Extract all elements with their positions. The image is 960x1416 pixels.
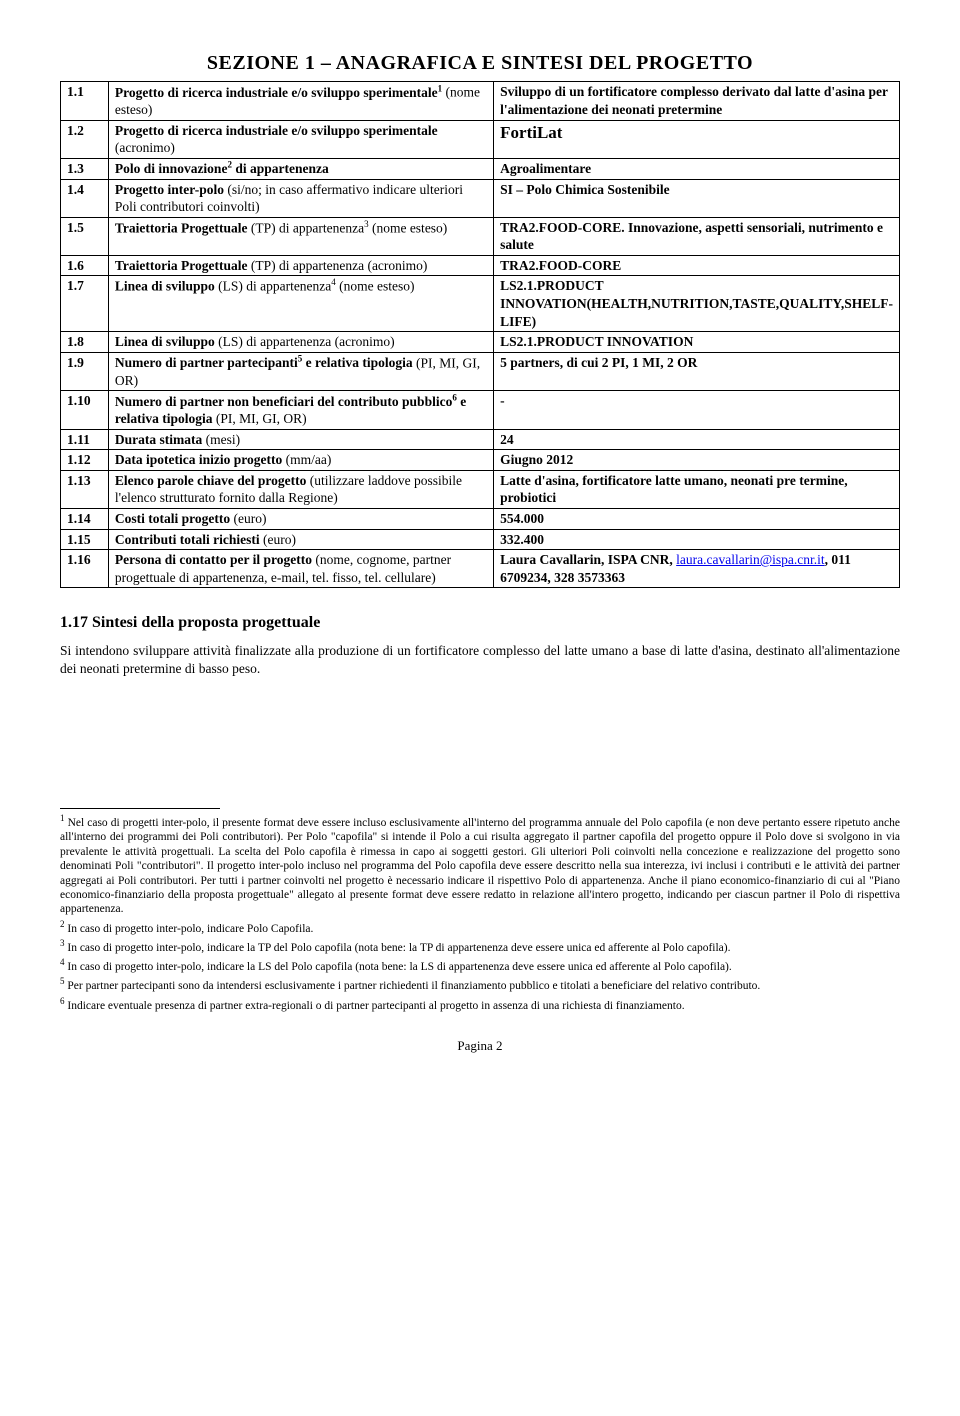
footnote: 6 Indicare eventuale presenza di partner…: [60, 996, 900, 1013]
row-label: Polo di innovazione2 di appartenenza: [108, 158, 493, 179]
row-value: Laura Cavallarin, ISPA CNR, laura.cavall…: [494, 550, 900, 588]
row-label: Progetto di ricerca industriale e/o svil…: [108, 82, 493, 121]
row-value: -: [494, 391, 900, 430]
row-number: 1.8: [61, 332, 109, 353]
footnote: 2 In caso di progetto inter-polo, indica…: [60, 919, 900, 936]
footnote: 1 Nel caso di progetti inter-polo, il pr…: [60, 813, 900, 916]
table-row: 1.14Costi totali progetto (euro)554.000: [61, 509, 900, 530]
row-label: Traiettoria Progettuale (TP) di apparten…: [108, 217, 493, 255]
table-row: 1.3Polo di innovazione2 di appartenenzaA…: [61, 158, 900, 179]
row-number: 1.10: [61, 391, 109, 430]
row-number: 1.3: [61, 158, 109, 179]
row-value: FortiLat: [494, 120, 900, 158]
row-value: TRA2.FOOD-CORE. Innovazione, aspetti sen…: [494, 217, 900, 255]
table-row: 1.1Progetto di ricerca industriale e/o s…: [61, 82, 900, 121]
table-row: 1.13Elenco parole chiave del progetto (u…: [61, 470, 900, 508]
row-number: 1.6: [61, 255, 109, 276]
table-row: 1.9Numero di partner partecipanti5 e rel…: [61, 352, 900, 391]
row-value: Giugno 2012: [494, 450, 900, 471]
row-number: 1.15: [61, 529, 109, 550]
row-number: 1.12: [61, 450, 109, 471]
table-row: 1.5Traiettoria Progettuale (TP) di appar…: [61, 217, 900, 255]
table-row: 1.11Durata stimata (mesi)24: [61, 429, 900, 450]
row-value: 554.000: [494, 509, 900, 530]
table-row: 1.10Numero di partner non beneficiari de…: [61, 391, 900, 430]
subsection-heading: 1.17 Sintesi della proposta progettuale: [60, 612, 900, 634]
row-value: 5 partners, di cui 2 PI, 1 MI, 2 OR: [494, 352, 900, 391]
row-value: Sviluppo di un fortificatore complesso d…: [494, 82, 900, 121]
row-label: Data ipotetica inizio progetto (mm/aa): [108, 450, 493, 471]
footnote-separator: [60, 808, 220, 809]
main-table: 1.1Progetto di ricerca industriale e/o s…: [60, 81, 900, 588]
row-label: Progetto di ricerca industriale e/o svil…: [108, 120, 493, 158]
footnotes-block: 1 Nel caso di progetti inter-polo, il pr…: [60, 813, 900, 1012]
table-row: 1.2Progetto di ricerca industriale e/o s…: [61, 120, 900, 158]
row-number: 1.1: [61, 82, 109, 121]
row-label: Costi totali progetto (euro): [108, 509, 493, 530]
table-row: 1.6Traiettoria Progettuale (TP) di appar…: [61, 255, 900, 276]
row-value: 332.400: [494, 529, 900, 550]
row-number: 1.16: [61, 550, 109, 588]
footnote: 3 In caso di progetto inter-polo, indica…: [60, 938, 900, 955]
row-value: LS2.1.PRODUCT INNOVATION: [494, 332, 900, 353]
footnote: 5 Per partner partecipanti sono da inten…: [60, 976, 900, 993]
row-value: Agroalimentare: [494, 158, 900, 179]
row-value: LS2.1.PRODUCT INNOVATION(HEALTH,NUTRITIO…: [494, 276, 900, 332]
row-label: Linea di sviluppo (LS) di appartenenza4 …: [108, 276, 493, 332]
table-row: 1.15Contributi totali richiesti (euro)33…: [61, 529, 900, 550]
row-label: Numero di partner non beneficiari del co…: [108, 391, 493, 430]
row-value: Latte d'asina, fortificatore latte umano…: [494, 470, 900, 508]
page-number: Pagina 2: [60, 1037, 900, 1055]
row-number: 1.7: [61, 276, 109, 332]
table-row: 1.8Linea di sviluppo (LS) di appartenenz…: [61, 332, 900, 353]
table-row: 1.7Linea di sviluppo (LS) di appartenenz…: [61, 276, 900, 332]
row-value: 24: [494, 429, 900, 450]
row-number: 1.5: [61, 217, 109, 255]
table-row: 1.4Progetto inter-polo (si/no; in caso a…: [61, 179, 900, 217]
row-label: Numero di partner partecipanti5 e relati…: [108, 352, 493, 391]
row-label: Elenco parole chiave del progetto (utili…: [108, 470, 493, 508]
table-row: 1.16Persona di contatto per il progetto …: [61, 550, 900, 588]
row-number: 1.13: [61, 470, 109, 508]
row-value: TRA2.FOOD-CORE: [494, 255, 900, 276]
footnote: 4 In caso di progetto inter-polo, indica…: [60, 957, 900, 974]
section-title: SEZIONE 1 – ANAGRAFICA E SINTESI DEL PRO…: [60, 50, 900, 77]
table-row: 1.12Data ipotetica inizio progetto (mm/a…: [61, 450, 900, 471]
row-number: 1.2: [61, 120, 109, 158]
row-label: Linea di sviluppo (LS) di appartenenza (…: [108, 332, 493, 353]
row-label: Traiettoria Progettuale (TP) di apparten…: [108, 255, 493, 276]
synopsis-paragraph: Si intendono sviluppare attività finaliz…: [60, 642, 900, 678]
row-label: Contributi totali richiesti (euro): [108, 529, 493, 550]
row-number: 1.14: [61, 509, 109, 530]
row-number: 1.11: [61, 429, 109, 450]
row-number: 1.9: [61, 352, 109, 391]
row-label: Durata stimata (mesi): [108, 429, 493, 450]
row-value: SI – Polo Chimica Sostenibile: [494, 179, 900, 217]
row-label: Progetto inter-polo (si/no; in caso affe…: [108, 179, 493, 217]
row-number: 1.4: [61, 179, 109, 217]
row-label: Persona di contatto per il progetto (nom…: [108, 550, 493, 588]
